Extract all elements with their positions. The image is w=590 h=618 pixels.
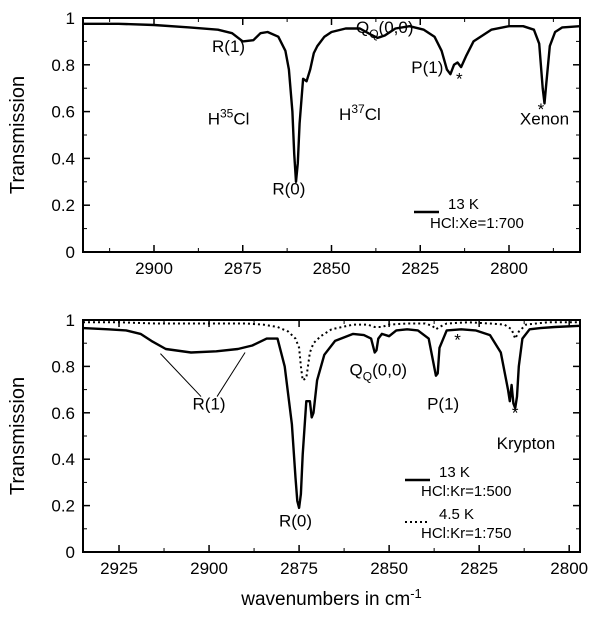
legend-sublabel: HCl:Kr=1:500 — [421, 483, 511, 500]
annotation-pointer — [160, 353, 202, 397]
y-tick-label: 1 — [66, 311, 75, 330]
x-tick-label: 2925 — [100, 559, 138, 578]
y-tick-label: 0.8 — [51, 357, 75, 376]
annotation-asterisk: * — [538, 100, 545, 119]
y-tick-label: 0 — [66, 243, 75, 262]
annotation-label: R(1) — [212, 37, 245, 56]
y-tick-label: 1 — [66, 9, 75, 28]
y-tick-label: 0 — [66, 543, 75, 562]
annotation-label: R(1) — [193, 394, 226, 413]
legend-sublabel: HCl:Xe=1:700 — [430, 215, 524, 232]
y-tick-label: 0.8 — [51, 56, 75, 75]
x-tick-label: 2900 — [135, 259, 173, 278]
annotation-label: Krypton — [497, 434, 556, 453]
y-tick-label: 0.2 — [51, 497, 75, 516]
series-line-13-k — [83, 324, 580, 510]
annotation-label: H35Cl — [208, 106, 250, 128]
x-tick-label: 2825 — [460, 559, 498, 578]
annotation-label: R(0) — [279, 511, 312, 530]
x-tick-label: 2875 — [280, 559, 318, 578]
legend-label: 4.5 K — [439, 506, 474, 523]
chart-panel-bottom: 0 0.2 0.4 0.6 0.8 1 2925 2900 2875 2850 2825 2800 Tr… — [7, 311, 588, 610]
annotation-label: R(0) — [272, 180, 305, 199]
annotation-asterisk: * — [512, 404, 519, 423]
series-line-13-k — [83, 22, 580, 183]
y-tick-label: 0.6 — [51, 103, 75, 122]
annotation-pointer — [216, 352, 246, 397]
chart-panel-top: 0 0.2 0.4 0.6 0.8 1 2900 2875 2850 2825 2800 Transm… — [7, 9, 581, 278]
x-tick-label: 2800 — [550, 559, 588, 578]
annotation-label: P(1) — [427, 394, 459, 413]
x-tick-label: 2825 — [401, 259, 439, 278]
x-axis-label: wavenumbers in cm-1 — [240, 586, 422, 610]
y-tick-label: 0.4 — [51, 450, 75, 469]
annotation-asterisk: * — [454, 331, 461, 350]
y-tick-label: 0.4 — [51, 149, 75, 168]
y-tick-label: 0.2 — [51, 196, 75, 215]
legend-label: 13 K — [439, 464, 470, 481]
x-tick-label: 2800 — [490, 259, 528, 278]
x-tick-label: 2850 — [313, 259, 351, 278]
legend-label: 13 K — [448, 196, 479, 213]
annotation-label: P(1) — [411, 58, 443, 77]
x-tick-label: 2850 — [370, 559, 408, 578]
y-axis-label: Transmission — [7, 76, 29, 194]
annotation-label: Xenon — [520, 109, 569, 128]
y-tick-label: 0.6 — [51, 404, 75, 423]
annotation-asterisk: * — [456, 70, 463, 89]
legend-sublabel: HCl:Kr=1:750 — [421, 525, 511, 542]
annotation-label: H37Cl — [339, 102, 381, 124]
x-tick-label: 2875 — [224, 259, 262, 278]
annotation-label: QQ(0,0) — [356, 18, 414, 41]
annotation-label: QQ(0,0) — [350, 361, 408, 384]
y-axis-label: Transmission — [7, 377, 29, 495]
x-tick-label: 2900 — [190, 559, 228, 578]
